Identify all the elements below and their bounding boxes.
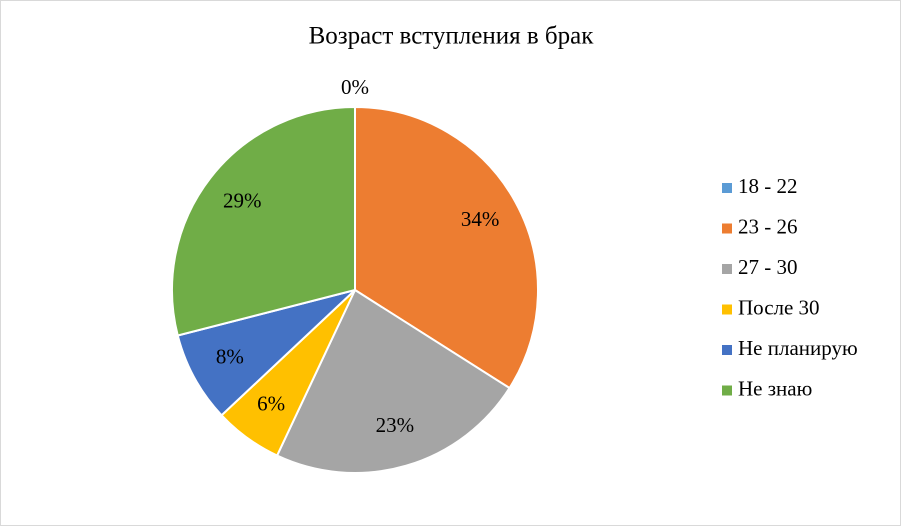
legend-marker — [722, 304, 732, 315]
legend-marker — [722, 264, 732, 274]
chart-title: Возраст вступления в брак — [309, 23, 595, 50]
legend-marker — [722, 223, 732, 234]
pie-slice — [176, 289, 356, 417]
data-label: 29% — [223, 188, 262, 212]
legend-marker — [722, 345, 732, 355]
legend-label: Не планирую — [738, 336, 858, 360]
legend-label: 27 - 30 — [738, 255, 798, 279]
pie-slice — [171, 105, 356, 337]
legend-label: 18 - 22 — [738, 174, 798, 198]
legend-marker — [722, 385, 732, 396]
legend-label: Не знаю — [738, 376, 812, 400]
data-label: 23% — [376, 413, 415, 437]
data-label: 34% — [461, 207, 500, 231]
legend-label: 23 - 26 — [738, 214, 798, 238]
legend-label: После 30 — [738, 295, 820, 319]
data-label: 0% — [341, 75, 369, 99]
pie-slice — [275, 288, 511, 474]
pie-slice — [354, 105, 539, 390]
data-label: 8% — [216, 345, 244, 369]
legend-marker — [722, 183, 732, 193]
data-label: 6% — [257, 391, 285, 415]
